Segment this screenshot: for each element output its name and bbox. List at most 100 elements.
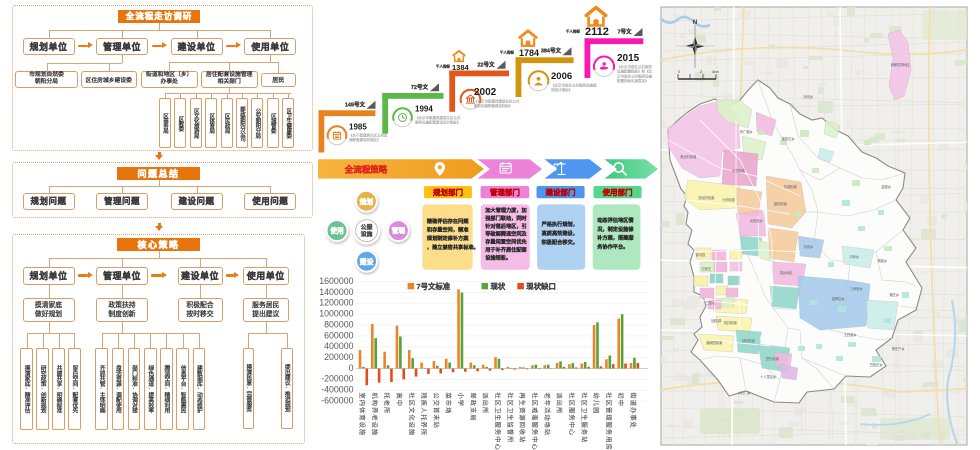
svg-text:7号文: 7号文: [617, 28, 632, 36]
svg-text:社区服务中心: 社区服务中心: [567, 393, 575, 437]
svg-text:使用: 使用: [329, 226, 344, 235]
svg-text:王四营乡: 王四营乡: [844, 332, 858, 337]
svg-text:严格执行规划，: 严格执行规划，: [541, 220, 578, 228]
svg-text:小学: 小学: [457, 393, 465, 408]
svg-text:室内体育设施: 室内体育设施: [358, 393, 366, 437]
svg-text:800000: 800000: [324, 319, 353, 329]
svg-text:积极配合移交。: 积极配合移交。: [542, 238, 578, 246]
svg-text:邮政支局: 邮政支局: [469, 393, 477, 422]
svg-text:务协作平台。: 务协作平台。: [597, 242, 628, 250]
svg-text:和存量空间，精准: 和存量空间，精准: [427, 226, 469, 234]
svg-text:大屯街道: 大屯街道: [732, 168, 746, 173]
svg-text:补方案，搭建服: 补方案，搭建服: [596, 234, 634, 242]
svg-text:动态评估地区情: 动态评估地区情: [597, 216, 634, 224]
svg-text:高质高效建设，: 高质高效建设，: [542, 229, 578, 237]
svg-text:设施配置指标》和《北: 设施配置指标》和《北: [617, 69, 652, 74]
svg-text:崔各庄乡: 崔各庄乡: [782, 136, 796, 141]
svg-text:1994: 1994: [415, 105, 433, 114]
svg-text:东风乡: 东风乡: [803, 244, 813, 249]
svg-text:太阳宫乡: 太阳宫乡: [750, 218, 764, 223]
svg-text:东湖街道: 东湖街道: [784, 184, 798, 189]
svg-text:《关于新建居住区公共设: 《关于新建居住区公共设: [349, 133, 388, 138]
svg-text:黑庄户乡: 黑庄户乡: [892, 346, 906, 351]
svg-text:-600000: -600000: [321, 395, 353, 405]
svg-text:管理部门: 管理部门: [490, 187, 520, 197]
svg-text:规划部门: 规划部门: [433, 187, 463, 197]
svg-text:管庄乡: 管庄乡: [889, 292, 899, 297]
svg-text:规划制定修补方案: 规划制定修补方案: [427, 234, 469, 242]
svg-text:托老所: 托老所: [383, 393, 391, 415]
svg-text:再生资源回收站: 再生资源回收站: [518, 393, 526, 444]
svg-text:加大管理力度，加: 加大管理力度，加: [484, 206, 527, 214]
svg-text:三里屯: 三里屯: [705, 300, 715, 305]
svg-text:亚运村街道: 亚运村街道: [698, 195, 715, 200]
svg-text:精确评估存在问题: 精确评估存在问题: [427, 217, 469, 225]
svg-text:机构养老设施: 机构养老设施: [370, 393, 378, 437]
svg-text:派出所: 派出所: [555, 393, 563, 415]
svg-text:设施: 设施: [361, 230, 373, 238]
svg-text:社区卫生服务中心: 社区卫生服务中心: [494, 393, 502, 450]
svg-text:-200000: -200000: [321, 374, 353, 384]
svg-text:0: 0: [349, 363, 354, 373]
svg-text:1384: 1384: [452, 63, 470, 72]
svg-text:豆各庄乡: 豆各庄乡: [870, 362, 884, 367]
svg-text:残疾人托养所: 残疾人托养所: [420, 393, 428, 437]
svg-text:2015: 2015: [617, 53, 640, 64]
svg-text:4km: 4km: [712, 70, 719, 74]
svg-text:社区文化设施: 社区文化设施: [407, 393, 415, 437]
svg-text:1000000: 1000000: [319, 309, 353, 319]
svg-text:配置指标实施意见》: 配置指标实施意见》: [617, 78, 648, 83]
svg-text:老年活动场站: 老年活动场站: [543, 393, 551, 437]
svg-text:香河园: 香河园: [695, 252, 705, 257]
svg-text:施配套建设的规定》: 施配套建设的规定》: [349, 137, 380, 142]
svg-text:149号文: 149号文: [345, 101, 366, 109]
svg-text:400000: 400000: [324, 341, 353, 351]
svg-text:7号文标准: 7号文标准: [417, 282, 451, 291]
svg-text:垡头街道: 垡头街道: [766, 356, 780, 361]
svg-text:1400000: 1400000: [319, 287, 353, 297]
svg-text:导破解腾退空间及: 导破解腾退空间及: [485, 230, 527, 238]
svg-text:规划: 规划: [360, 197, 374, 206]
svg-text:街道办事处: 街道办事处: [629, 393, 637, 429]
svg-text:公服: 公服: [361, 223, 373, 231]
svg-text:初中: 初中: [617, 393, 625, 408]
svg-text:用于补齐居住配套: 用于补齐居住配套: [484, 246, 527, 254]
svg-text:小关街道: 小关街道: [722, 197, 736, 202]
svg-text:2: 2: [700, 70, 702, 74]
svg-text:团结湖: 团结湖: [711, 318, 721, 323]
svg-text:金盏乡: 金盏乡: [881, 184, 891, 189]
svg-text:千人指标: 千人指标: [566, 29, 580, 34]
svg-text:况，制定设施修: 况，制定设施修: [597, 225, 634, 233]
svg-text:设施短板。: 设施短板。: [485, 253, 511, 261]
svg-text:建设部门: 建设部门: [545, 187, 576, 197]
svg-text:服务设施配套建设指标》: 服务设施配套建设指标》: [474, 103, 512, 108]
svg-text:望京街道: 望京街道: [774, 201, 788, 206]
svg-text:600000: 600000: [324, 330, 353, 340]
svg-text:社区管理服务用房: 社区管理服务用房: [604, 393, 612, 450]
svg-text:《北京市新建改建居住区公共: 《北京市新建改建居住区公共: [415, 115, 461, 120]
svg-text:《北京市居住公共服务: 《北京市居住公共服务: [617, 64, 652, 69]
svg-text:使用部门: 使用部门: [602, 187, 633, 197]
svg-text:0: 0: [678, 70, 680, 74]
svg-text:建设: 建设: [359, 257, 374, 266]
svg-text:200000: 200000: [324, 352, 353, 362]
svg-text:奥运村街道: 奥运村街道: [680, 154, 697, 159]
svg-text:2112: 2112: [585, 26, 609, 38]
svg-text:1784: 1784: [519, 48, 539, 58]
svg-text:社区戒毒服务中心: 社区戒毒服务中心: [530, 393, 538, 450]
svg-text:菜市场: 菜市场: [444, 393, 452, 415]
svg-text:千人指标: 千人指标: [500, 50, 514, 55]
svg-text:劲松街道: 劲松街道: [742, 338, 756, 343]
svg-text:72号文: 72号文: [411, 83, 429, 91]
svg-text:高中: 高中: [395, 393, 403, 408]
svg-text:1600000: 1600000: [319, 276, 353, 286]
svg-text:1985: 1985: [349, 123, 367, 132]
svg-text:将台地区: 将台地区: [780, 270, 794, 275]
svg-text:现状缺口: 现状缺口: [526, 282, 556, 291]
svg-text:高碑店乡: 高碑店乡: [832, 296, 846, 301]
svg-text:划设计指标》: 划设计指标》: [551, 87, 572, 92]
svg-text:1200000: 1200000: [319, 298, 353, 308]
svg-text:小红门乡: 小红门乡: [738, 390, 752, 395]
svg-text:潘家园街道: 潘家园街道: [706, 340, 723, 345]
svg-text:《北京市居住公共服务设施规: 《北京市居住公共服务设施规: [551, 83, 597, 88]
